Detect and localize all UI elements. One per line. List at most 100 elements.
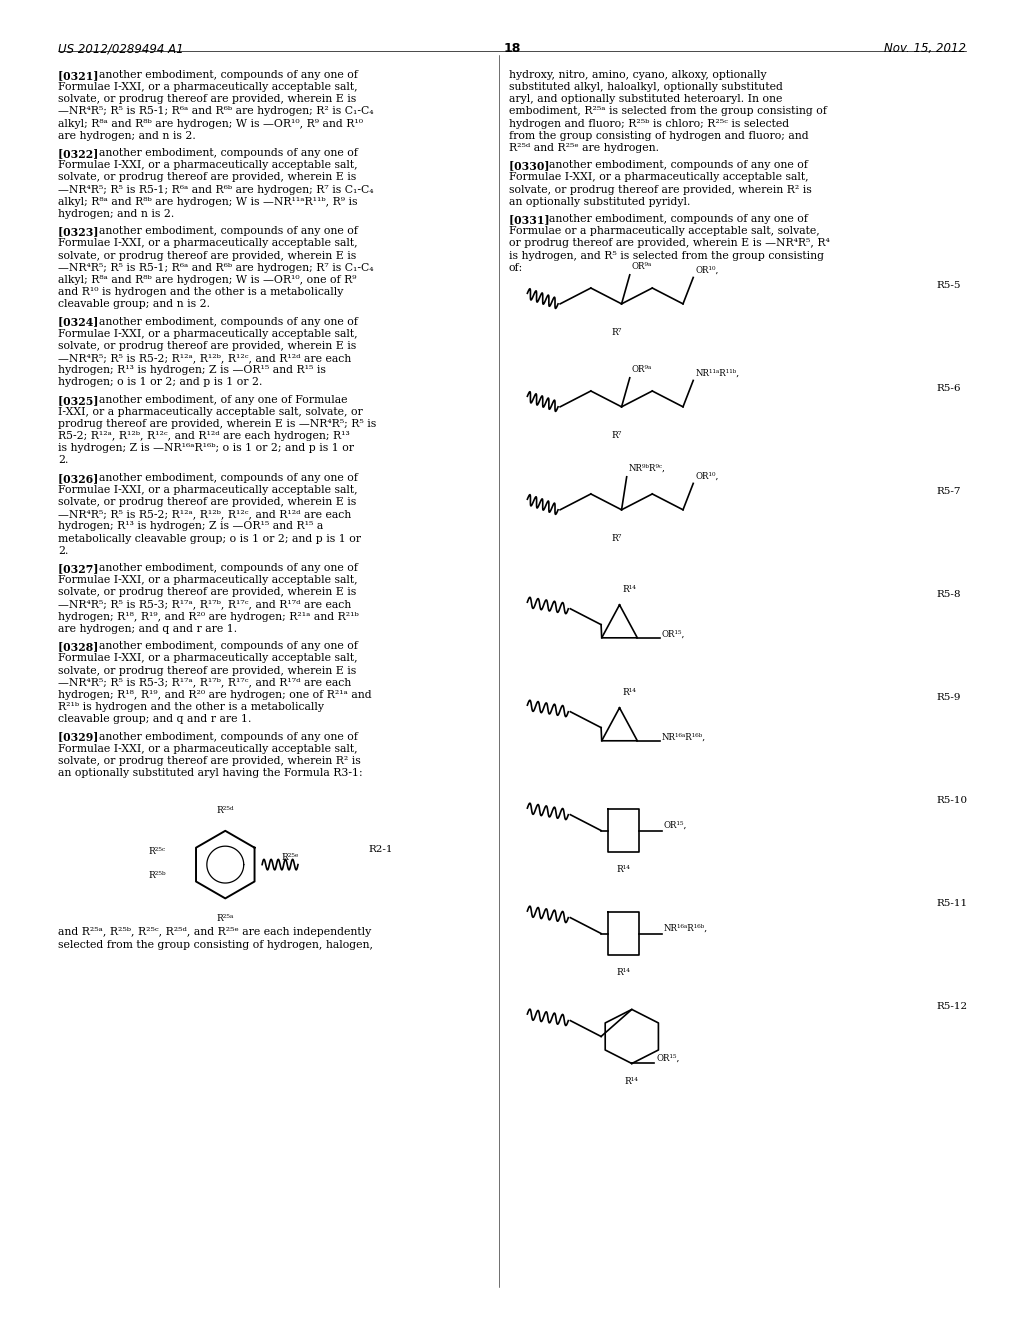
Text: R¹⁴: R¹⁴ bbox=[623, 688, 637, 697]
Text: [0330]: [0330] bbox=[509, 160, 564, 172]
Text: hydroxy, nitro, amino, cyano, alkoxy, optionally: hydroxy, nitro, amino, cyano, alkoxy, op… bbox=[509, 70, 767, 81]
Text: [0321]: [0321] bbox=[58, 70, 114, 81]
Text: Formulae I-XXI, or a pharmaceutically acceptable salt,: Formulae I-XXI, or a pharmaceutically ac… bbox=[58, 160, 358, 170]
Text: Formulae I-XXI, or a pharmaceutically acceptable salt,: Formulae I-XXI, or a pharmaceutically ac… bbox=[509, 173, 809, 182]
Text: hydrogen; R¹⁸, R¹⁹, and R²⁰ are hydrogen; one of R²¹ᵃ and: hydrogen; R¹⁸, R¹⁹, and R²⁰ are hydrogen… bbox=[58, 690, 372, 700]
Text: R⁷: R⁷ bbox=[611, 430, 622, 440]
Text: [0329]: [0329] bbox=[58, 731, 114, 743]
Text: 2.: 2. bbox=[58, 455, 69, 466]
Text: aryl, and optionally substituted heteroaryl. In one: aryl, and optionally substituted heteroa… bbox=[509, 94, 782, 104]
Text: solvate, or prodrug thereof are provided, wherein R² is: solvate, or prodrug thereof are provided… bbox=[509, 185, 812, 194]
Text: Formulae I-XXI, or a pharmaceutically acceptable salt,: Formulae I-XXI, or a pharmaceutically ac… bbox=[58, 576, 358, 585]
Text: another embodiment, compounds of any one of: another embodiment, compounds of any one… bbox=[99, 642, 357, 651]
Text: R5-9: R5-9 bbox=[937, 693, 962, 702]
Text: or prodrug thereof are provided, wherein E is —NR⁴R⁵, R⁴: or prodrug thereof are provided, wherein… bbox=[509, 239, 829, 248]
Text: 18: 18 bbox=[504, 42, 520, 55]
Text: prodrug thereof are provided, wherein E is —NR⁴R⁵; R⁵ is: prodrug thereof are provided, wherein E … bbox=[58, 418, 377, 429]
Text: [0323]: [0323] bbox=[58, 226, 114, 238]
Text: —NR⁴R⁵; R⁵ is R5-3; R¹⁷ᵃ, R¹⁷ᵇ, R¹⁷ᶜ, and R¹⁷ᵈ are each: —NR⁴R⁵; R⁵ is R5-3; R¹⁷ᵃ, R¹⁷ᵇ, R¹⁷ᶜ, an… bbox=[58, 677, 351, 688]
Text: solvate, or prodrug thereof are provided, wherein E is: solvate, or prodrug thereof are provided… bbox=[58, 173, 356, 182]
Text: Formulae I-XXI, or a pharmaceutically acceptable salt,: Formulae I-XXI, or a pharmaceutically ac… bbox=[58, 329, 358, 339]
Text: Formulae I-XXI, or a pharmaceutically acceptable salt,: Formulae I-XXI, or a pharmaceutically ac… bbox=[58, 743, 358, 754]
Text: cleavable group; and n is 2.: cleavable group; and n is 2. bbox=[58, 300, 210, 309]
Text: —NR⁴R⁵; R⁵ is R5-1; R⁶ᵃ and R⁶ᵇ are hydrogen; R⁷ is C₁-C₄: —NR⁴R⁵; R⁵ is R5-1; R⁶ᵃ and R⁶ᵇ are hydr… bbox=[58, 263, 374, 273]
Text: are hydrogen; and n is 2.: are hydrogen; and n is 2. bbox=[58, 131, 197, 141]
Text: embodiment, R²⁵ᵃ is selected from the group consisting of: embodiment, R²⁵ᵃ is selected from the gr… bbox=[509, 107, 826, 116]
Text: another embodiment, compounds of any one of: another embodiment, compounds of any one… bbox=[99, 564, 357, 573]
Text: alkyl; R⁸ᵃ and R⁸ᵇ are hydrogen; W is —NR¹¹ᵃR¹¹ᵇ, R⁹ is: alkyl; R⁸ᵃ and R⁸ᵇ are hydrogen; W is —N… bbox=[58, 197, 357, 207]
Text: solvate, or prodrug thereof are provided, wherein E is: solvate, or prodrug thereof are provided… bbox=[58, 665, 356, 676]
Text: Formulae I-XXI, or a pharmaceutically acceptable salt,: Formulae I-XXI, or a pharmaceutically ac… bbox=[58, 653, 358, 664]
Text: [0328]: [0328] bbox=[58, 642, 114, 652]
Text: R5-7: R5-7 bbox=[937, 487, 962, 496]
Text: NR¹⁶ᵃR¹⁶ᵇ,: NR¹⁶ᵃR¹⁶ᵇ, bbox=[662, 733, 706, 742]
Text: R²⁵ᵃ: R²⁵ᵃ bbox=[216, 915, 234, 923]
Text: solvate, or prodrug thereof are provided, wherein E is: solvate, or prodrug thereof are provided… bbox=[58, 251, 356, 260]
Text: another embodiment, compounds of any one of: another embodiment, compounds of any one… bbox=[99, 317, 357, 326]
Text: another embodiment, compounds of any one of: another embodiment, compounds of any one… bbox=[550, 214, 808, 224]
Text: OR¹⁰,: OR¹⁰, bbox=[695, 265, 719, 275]
Text: R⁷: R⁷ bbox=[611, 327, 622, 337]
Text: is hydrogen; Z is —NR¹⁶ᵃR¹⁶ᵇ; o is 1 or 2; and p is 1 or: is hydrogen; Z is —NR¹⁶ᵃR¹⁶ᵇ; o is 1 or … bbox=[58, 444, 354, 453]
Text: [0327]: [0327] bbox=[58, 564, 114, 574]
Text: —NR⁴R⁵; R⁵ is R5-3; R¹⁷ᵃ, R¹⁷ᵇ, R¹⁷ᶜ, and R¹⁷ᵈ are each: —NR⁴R⁵; R⁵ is R5-3; R¹⁷ᵃ, R¹⁷ᵇ, R¹⁷ᶜ, an… bbox=[58, 599, 351, 610]
Text: hydrogen; R¹⁸, R¹⁹, and R²⁰ are hydrogen; R²¹ᵃ and R²¹ᵇ: hydrogen; R¹⁸, R¹⁹, and R²⁰ are hydrogen… bbox=[58, 611, 359, 622]
Text: R2-1: R2-1 bbox=[369, 845, 393, 854]
Text: cleavable group; and q and r are 1.: cleavable group; and q and r are 1. bbox=[58, 714, 252, 725]
Text: hydrogen; o is 1 or 2; and p is 1 or 2.: hydrogen; o is 1 or 2; and p is 1 or 2. bbox=[58, 378, 263, 387]
Text: an optionally substituted aryl having the Formula R3-1:: an optionally substituted aryl having th… bbox=[58, 768, 362, 777]
Text: —NR⁴R⁵; R⁵ is R5-1; R⁶ᵃ and R⁶ᵇ are hydrogen; R⁷ is C₁-C₄: —NR⁴R⁵; R⁵ is R5-1; R⁶ᵃ and R⁶ᵇ are hydr… bbox=[58, 185, 374, 194]
Text: metabolically cleavable group; o is 1 or 2; and p is 1 or: metabolically cleavable group; o is 1 or… bbox=[58, 533, 361, 544]
Text: of:: of: bbox=[509, 263, 523, 273]
Text: —NR⁴R⁵; R⁵ is R5-1; R⁶ᵃ and R⁶ᵇ are hydrogen; R² is C₁-C₄: —NR⁴R⁵; R⁵ is R5-1; R⁶ᵃ and R⁶ᵇ are hydr… bbox=[58, 107, 374, 116]
Text: Formulae I-XXI, or a pharmaceutically acceptable salt,: Formulae I-XXI, or a pharmaceutically ac… bbox=[58, 239, 358, 248]
Text: R5-12: R5-12 bbox=[937, 1002, 968, 1011]
Text: solvate, or prodrug thereof are provided, wherein E is: solvate, or prodrug thereof are provided… bbox=[58, 94, 356, 104]
Text: R5-10: R5-10 bbox=[937, 796, 968, 805]
Text: Nov. 15, 2012: Nov. 15, 2012 bbox=[884, 42, 966, 55]
Text: R5-11: R5-11 bbox=[937, 899, 968, 908]
Text: alkyl; R⁸ᵃ and R⁸ᵇ are hydrogen; W is —OR¹⁰, R⁹ and R¹⁰: alkyl; R⁸ᵃ and R⁸ᵇ are hydrogen; W is —O… bbox=[58, 119, 364, 128]
Text: another embodiment, compounds of any one of: another embodiment, compounds of any one… bbox=[99, 473, 357, 483]
Text: NR⁹ᵇR⁹ᶜ,: NR⁹ᵇR⁹ᶜ, bbox=[629, 463, 666, 473]
Text: NR¹¹ᵃR¹¹ᵇ,: NR¹¹ᵃR¹¹ᵇ, bbox=[695, 368, 739, 378]
Text: R5-8: R5-8 bbox=[937, 590, 962, 599]
Text: another embodiment, compounds of any one of: another embodiment, compounds of any one… bbox=[99, 731, 357, 742]
Text: R⁷: R⁷ bbox=[611, 533, 622, 543]
Text: solvate, or prodrug thereof are provided, wherein E is: solvate, or prodrug thereof are provided… bbox=[58, 341, 356, 351]
Text: I-XXI, or a pharmaceutically acceptable salt, solvate, or: I-XXI, or a pharmaceutically acceptable … bbox=[58, 407, 364, 417]
Text: R²⁵ᵇ: R²⁵ᵇ bbox=[148, 871, 166, 879]
Text: are hydrogen; and q and r are 1.: are hydrogen; and q and r are 1. bbox=[58, 624, 238, 634]
Text: selected from the group consisting of hydrogen, halogen,: selected from the group consisting of hy… bbox=[58, 940, 374, 949]
Text: R²¹ᵇ is hydrogen and the other is a metabolically: R²¹ᵇ is hydrogen and the other is a meta… bbox=[58, 702, 325, 711]
Text: OR¹⁰,: OR¹⁰, bbox=[695, 471, 719, 480]
Text: R5-5: R5-5 bbox=[937, 281, 962, 290]
Text: Formulae I-XXI, or a pharmaceutically acceptable salt,: Formulae I-XXI, or a pharmaceutically ac… bbox=[58, 484, 358, 495]
Text: [0326]: [0326] bbox=[58, 473, 114, 484]
Text: from the group consisting of hydrogen and fluoro; and: from the group consisting of hydrogen an… bbox=[509, 131, 809, 141]
Text: US 2012/0289494 A1: US 2012/0289494 A1 bbox=[58, 42, 184, 55]
Text: NR¹⁶ᵃR¹⁶ᵇ,: NR¹⁶ᵃR¹⁶ᵇ, bbox=[664, 924, 708, 933]
Text: R¹⁴: R¹⁴ bbox=[616, 968, 631, 977]
Text: OR¹⁵,: OR¹⁵, bbox=[662, 630, 685, 639]
Text: another embodiment, compounds of any one of: another embodiment, compounds of any one… bbox=[550, 160, 808, 170]
Text: substituted alkyl, haloalkyl, optionally substituted: substituted alkyl, haloalkyl, optionally… bbox=[509, 82, 782, 92]
Text: another embodiment, compounds of any one of: another embodiment, compounds of any one… bbox=[99, 226, 357, 236]
Text: 2.: 2. bbox=[58, 545, 69, 556]
Text: —NR⁴R⁵; R⁵ is R5-2; R¹²ᵃ, R¹²ᵇ, R¹²ᶜ, and R¹²ᵈ are each: —NR⁴R⁵; R⁵ is R5-2; R¹²ᵃ, R¹²ᵇ, R¹²ᶜ, an… bbox=[58, 352, 351, 363]
Text: R²⁵ᵉ: R²⁵ᵉ bbox=[282, 854, 299, 862]
Text: alkyl; R⁸ᵃ and R⁸ᵇ are hydrogen; W is —OR¹⁰, one of R⁹: alkyl; R⁸ᵃ and R⁸ᵇ are hydrogen; W is —O… bbox=[58, 275, 357, 285]
Text: solvate, or prodrug thereof are provided, wherein E is: solvate, or prodrug thereof are provided… bbox=[58, 498, 356, 507]
Text: R5-6: R5-6 bbox=[937, 384, 962, 393]
Text: another embodiment, compounds of any one of: another embodiment, compounds of any one… bbox=[99, 70, 357, 81]
Text: and R²⁵ᵃ, R²⁵ᵇ, R²⁵ᶜ, R²⁵ᵈ, and R²⁵ᵉ are each independently: and R²⁵ᵃ, R²⁵ᵇ, R²⁵ᶜ, R²⁵ᵈ, and R²⁵ᵉ are… bbox=[58, 928, 372, 937]
Text: an optionally substituted pyridyl.: an optionally substituted pyridyl. bbox=[509, 197, 690, 207]
Text: R¹⁴: R¹⁴ bbox=[625, 1077, 639, 1085]
Text: R²⁵ᵈ and R²⁵ᵉ are hydrogen.: R²⁵ᵈ and R²⁵ᵉ are hydrogen. bbox=[509, 143, 658, 153]
Text: is hydrogen, and R⁵ is selected from the group consisting: is hydrogen, and R⁵ is selected from the… bbox=[509, 251, 824, 260]
Text: OR⁹ᵃ: OR⁹ᵃ bbox=[632, 364, 652, 374]
Text: [0325]: [0325] bbox=[58, 395, 114, 405]
Text: hydrogen; and n is 2.: hydrogen; and n is 2. bbox=[58, 209, 175, 219]
Text: OR¹⁵,: OR¹⁵, bbox=[664, 821, 687, 830]
Text: [0322]: [0322] bbox=[58, 148, 114, 160]
